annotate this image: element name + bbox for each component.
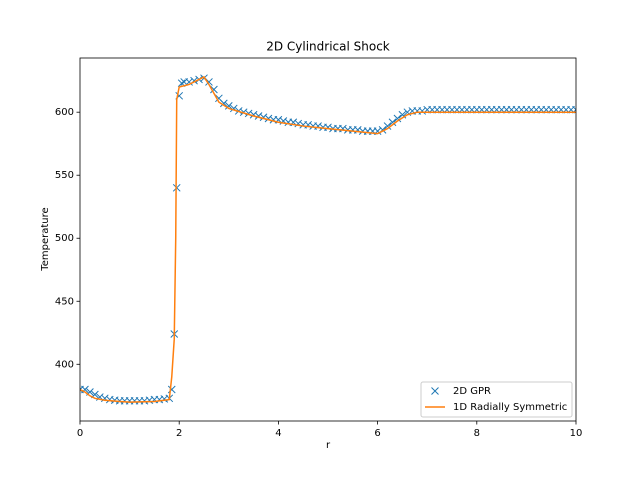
plot-area (80, 74, 576, 405)
x-tick-label: 8 (474, 428, 480, 439)
x-axis-label: r (326, 440, 331, 451)
axes-frame (79, 57, 577, 422)
x-tick-label: 10 (570, 428, 583, 439)
x-tick-label: 4 (275, 428, 281, 439)
marker (383, 122, 392, 130)
y-tick-label: 550 (55, 170, 74, 181)
x-tick-label: 0 (77, 428, 83, 439)
y-tick-label: 450 (55, 296, 74, 307)
marker (185, 78, 193, 86)
marker (388, 118, 397, 127)
y-axis-label: Temperature (40, 207, 51, 271)
data-line (80, 75, 576, 403)
chart-title: 2D Cylindrical Shock (266, 40, 390, 54)
marker (219, 99, 228, 108)
y-tick-label: 600 (55, 107, 74, 118)
y-tick-label: 400 (55, 359, 74, 370)
legend-label: 1D Radially Symmetric (453, 402, 567, 413)
marker (81, 385, 89, 394)
marker (418, 107, 427, 115)
x-tick-label: 2 (176, 428, 182, 439)
marker (224, 102, 233, 110)
legend-marker (431, 387, 439, 395)
x-tick-label: 6 (374, 428, 380, 439)
legend-label: 2D GPR (453, 386, 491, 397)
marker (324, 123, 332, 132)
marker (393, 114, 402, 123)
y-tick-label: 500 (55, 233, 74, 244)
legend-box (420, 381, 573, 418)
marker (210, 85, 218, 94)
